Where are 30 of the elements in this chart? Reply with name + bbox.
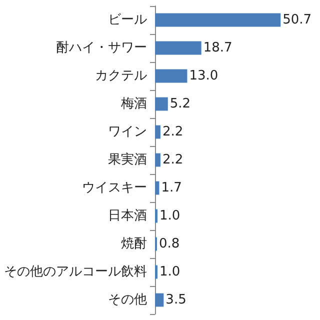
y-tick-label: 梅酒	[120, 96, 147, 112]
y-tick-label: ウイスキー	[82, 180, 147, 196]
bar	[155, 97, 168, 111]
data-label: 1.0	[159, 264, 180, 280]
bar	[155, 13, 281, 27]
data-label: 18.7	[203, 40, 232, 56]
data-label: 1.0	[159, 208, 180, 224]
data-label: 5.2	[170, 96, 191, 112]
y-tick-label: その他のアルコール飲料	[4, 264, 147, 280]
data-label: 3.5	[166, 292, 186, 308]
data-label: 1.7	[161, 180, 182, 196]
y-tick-label: 日本酒	[108, 208, 147, 224]
data-label: 2.2	[162, 124, 184, 140]
bar	[155, 153, 160, 167]
bar	[155, 181, 160, 195]
bar	[155, 41, 202, 55]
y-tick-label: 焼酎	[121, 236, 147, 252]
bar	[155, 293, 164, 307]
y-tick-label: 酎ハイ・サワー	[56, 40, 147, 56]
data-label: 13.0	[189, 68, 218, 84]
y-tick-label: その他	[108, 292, 147, 308]
data-label: 50.7	[282, 12, 312, 28]
y-tick-label: 果実酒	[108, 152, 147, 168]
data-label: 2.2	[162, 152, 184, 168]
y-tick-label: ワイン	[108, 124, 147, 140]
y-tick-label: カクテル	[95, 68, 147, 84]
y-tick-label: ビール	[108, 12, 147, 28]
bar	[155, 125, 160, 139]
data-label: 0.8	[158, 236, 180, 252]
bar	[155, 69, 188, 83]
